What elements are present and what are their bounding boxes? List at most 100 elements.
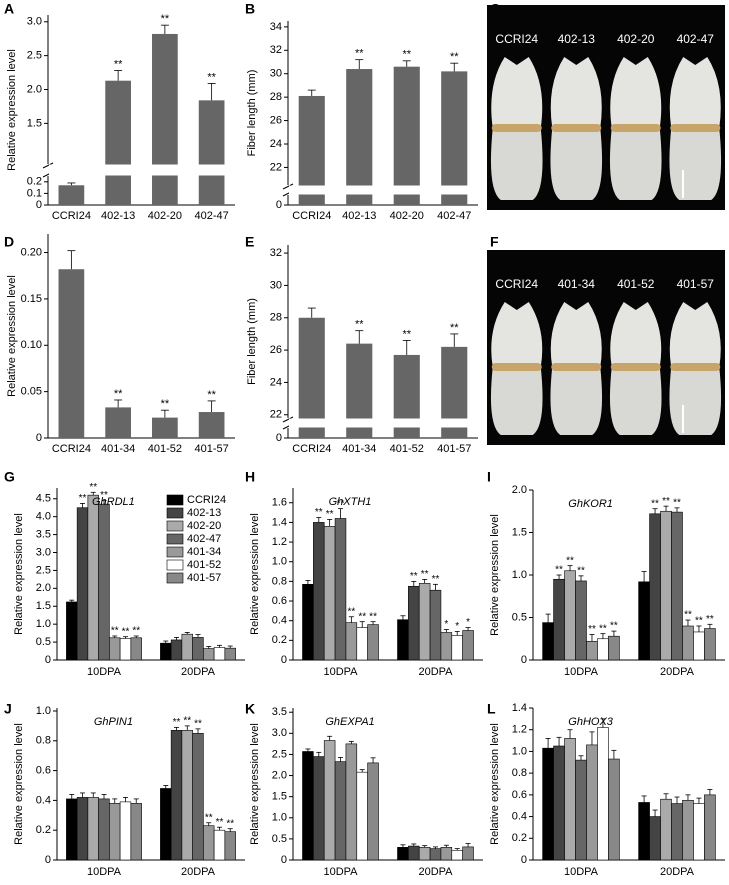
bar	[575, 580, 587, 661]
seed-band	[551, 124, 602, 132]
y-tick-label: 1.4	[272, 516, 287, 528]
bar	[87, 494, 99, 661]
significance: **	[183, 716, 191, 727]
fiber-bottom	[490, 128, 543, 200]
x-tick-label: 10DPA	[323, 866, 358, 878]
bar	[313, 756, 325, 861]
bar	[203, 825, 215, 861]
gene-name: GhHOX3	[568, 716, 614, 728]
panel-letter: B	[245, 1, 255, 17]
photo-label: 401-57	[677, 277, 715, 291]
bar	[192, 637, 204, 661]
bar	[408, 585, 420, 661]
x-tick-label: 401-57	[194, 443, 228, 455]
bar	[564, 570, 576, 661]
y-tick-label: 2.0	[272, 769, 287, 781]
seed-band	[610, 363, 661, 371]
legend-label: 401-52	[187, 559, 221, 571]
photo-label: 402-20	[617, 32, 655, 46]
y-tick-label: 0.5	[272, 833, 287, 845]
bar	[198, 100, 225, 205]
significance: **	[355, 319, 364, 331]
fiber-top	[491, 302, 543, 367]
bar	[198, 412, 225, 438]
legend-label: 402-47	[187, 533, 221, 545]
y-tick-label: 0.4	[512, 810, 527, 822]
bar	[660, 510, 672, 661]
seed-band	[670, 363, 721, 371]
y-tick-label: 32	[270, 44, 282, 56]
significance: **	[207, 389, 216, 401]
gene-name: GhXTH1	[329, 496, 372, 508]
significance: *	[444, 619, 448, 630]
y-axis-label: Relative expression level	[489, 514, 501, 636]
bar	[462, 846, 474, 861]
bar	[367, 624, 379, 661]
bar	[98, 503, 110, 661]
legend-swatch	[166, 559, 184, 571]
x-tick-label: 402-20	[148, 210, 182, 222]
fiber-top	[550, 302, 602, 367]
y-axis-label: Relative expression level	[489, 723, 501, 845]
bar	[160, 642, 172, 661]
bar	[597, 638, 609, 661]
significance: **	[450, 322, 459, 334]
y-tick-label: 28	[270, 312, 282, 324]
y-tick-label: 0.6	[36, 764, 51, 776]
bar	[418, 847, 431, 861]
y-axis-label: Relative expression level	[249, 723, 261, 845]
bar	[105, 80, 131, 205]
bar	[170, 730, 183, 861]
significance: **	[337, 498, 345, 509]
break-gap	[49, 164, 236, 176]
y-axis-label: Fiber length (mm)	[246, 70, 258, 157]
gene-name: GhEXPA1	[325, 716, 374, 728]
significance: **	[651, 498, 659, 509]
x-tick-label: 401-57	[437, 443, 471, 455]
y-tick-label: 24	[270, 376, 282, 388]
x-tick-label: 10DPA	[564, 866, 599, 878]
bar	[440, 847, 453, 861]
fiber-top	[610, 57, 662, 128]
y-tick-label: 0.2	[36, 824, 51, 836]
y-tick-label: 3.0	[27, 16, 42, 28]
seed-band	[610, 124, 661, 132]
panel-letter: E	[245, 234, 254, 250]
bar	[638, 802, 650, 861]
seed-band	[491, 124, 542, 132]
bar	[203, 648, 215, 661]
x-tick-label: 10DPA	[564, 666, 599, 678]
bar	[682, 799, 694, 861]
bar	[160, 788, 172, 861]
significance: **	[194, 719, 202, 730]
significance: **	[207, 71, 216, 83]
panel-letter: L	[487, 701, 496, 717]
bar	[649, 513, 661, 661]
bar	[323, 740, 336, 861]
y-tick-label: 3.0	[272, 727, 287, 739]
bar	[638, 581, 650, 661]
break-gap	[289, 418, 479, 428]
significance: **	[173, 717, 181, 728]
bar	[451, 635, 463, 661]
legend-swatch	[166, 546, 184, 558]
bar	[313, 522, 325, 661]
legend-label: 401-57	[187, 572, 221, 584]
bar	[367, 762, 379, 861]
bar	[586, 640, 598, 661]
y-tick-label: 1.5	[272, 791, 287, 803]
significance: **	[402, 328, 411, 340]
significance: *	[455, 621, 459, 632]
bar	[408, 845, 420, 861]
x-tick-label: 401-52	[148, 443, 182, 455]
bar	[451, 849, 463, 861]
y-tick-label: 2.0	[27, 83, 42, 95]
y-tick-label: 0	[281, 854, 287, 866]
fiber-top	[550, 57, 602, 128]
bar	[213, 647, 226, 661]
y-tick-label: 1.5	[27, 117, 42, 129]
fiber-bottom	[609, 367, 662, 435]
x-tick-label: 10DPA	[323, 666, 358, 678]
y-tick-label: 1.0	[36, 618, 51, 630]
y-tick-label: 3.5	[36, 528, 51, 540]
